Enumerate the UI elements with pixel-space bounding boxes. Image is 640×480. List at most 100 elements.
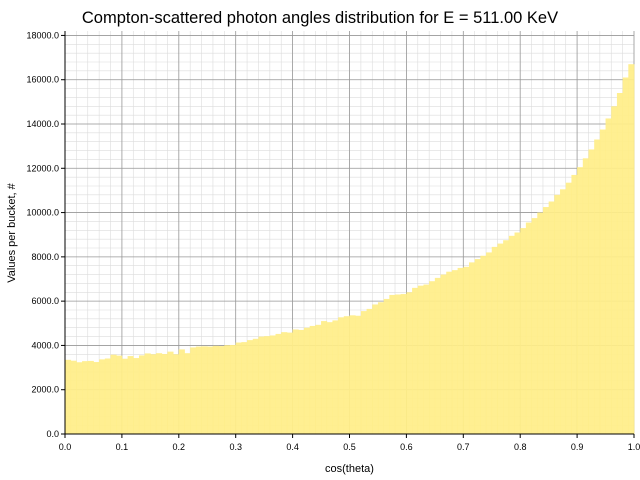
histogram-bar — [537, 212, 544, 434]
histogram-bar — [514, 232, 521, 434]
histogram-bar — [377, 302, 385, 434]
histogram-bar — [281, 332, 288, 434]
histogram-bar — [99, 359, 106, 434]
histogram-bar — [76, 362, 83, 434]
x-tick-label: 0.9 — [571, 442, 584, 452]
histogram-bar — [235, 342, 242, 434]
histogram-bar — [258, 336, 265, 434]
histogram-bar — [70, 360, 77, 434]
histogram-bar — [321, 321, 328, 434]
histogram-bar — [554, 194, 561, 434]
histogram-bar — [577, 167, 584, 434]
x-tick-label: 0.4 — [286, 442, 299, 452]
histogram-bar — [406, 292, 413, 434]
y-tick-label: 6000.0 — [31, 296, 59, 306]
histogram-bar — [434, 277, 441, 434]
histogram-bar — [144, 353, 151, 434]
x-tick-label: 0.2 — [173, 442, 186, 452]
x-tick-label: 0.0 — [59, 442, 72, 452]
histogram-bar — [451, 270, 459, 434]
histogram-bar — [468, 262, 476, 434]
histogram-bar — [252, 338, 259, 434]
histogram-bar — [167, 351, 174, 434]
histogram-bar — [503, 240, 510, 434]
histogram-bar — [207, 346, 214, 434]
histogram-bar — [520, 228, 527, 434]
histogram-bar — [303, 327, 311, 434]
histogram-bar — [218, 346, 225, 434]
y-tick-label: 14000.0 — [26, 119, 59, 129]
y-tick-label: 0.0 — [46, 429, 59, 439]
x-axis-label: cos(theta) — [325, 463, 374, 475]
histogram-bar — [429, 281, 436, 434]
histogram-bar — [588, 149, 595, 434]
histogram-bar — [230, 344, 237, 434]
histogram-bar — [525, 222, 532, 434]
histogram-bar — [605, 118, 612, 434]
histogram-bar — [275, 333, 282, 434]
histogram-bar — [298, 329, 305, 434]
y-tick-label: 18000.0 — [26, 30, 59, 40]
histogram-bar — [241, 342, 248, 434]
histogram-bar — [599, 129, 606, 435]
x-tick-label: 0.5 — [343, 442, 356, 452]
histogram-bar — [400, 294, 407, 434]
histogram-bar — [457, 267, 464, 434]
histogram-bar — [389, 294, 396, 434]
histogram-bar — [224, 345, 231, 434]
x-tick-label: 0.8 — [514, 442, 527, 452]
histogram-bar — [486, 252, 493, 434]
y-tick-label: 4000.0 — [31, 340, 59, 350]
histogram-bar — [366, 308, 373, 434]
histogram-bar — [292, 329, 299, 434]
histogram-bar — [104, 358, 111, 434]
histogram-bar — [491, 246, 498, 434]
histogram-bar — [480, 255, 487, 434]
x-ticks: 0.0 0.1 0.2 0.3 0.4 0.5 0.6 0.7 0.8 0.9 1.0 — [59, 434, 640, 452]
histogram-bar — [133, 358, 140, 434]
histogram-bar — [65, 359, 72, 434]
histogram-bar — [531, 218, 538, 434]
histogram-bar — [628, 64, 635, 434]
x-tick-label: 1.0 — [628, 442, 640, 452]
histogram-bar — [440, 274, 447, 434]
x-tick-label: 0.6 — [400, 442, 413, 452]
histogram-bar — [497, 243, 504, 434]
y-tick-label: 16000.0 — [26, 75, 59, 85]
histogram-bar — [315, 324, 322, 434]
histogram-bar — [622, 77, 629, 434]
bars — [65, 64, 635, 435]
y-tick-label: 10000.0 — [26, 208, 59, 218]
histogram-bar — [343, 316, 350, 434]
x-tick-label: 0.3 — [229, 442, 242, 452]
histogram-bar — [417, 285, 424, 434]
chart-title: Compton-scattered photon angles distribu… — [81, 9, 559, 27]
histogram-bar — [326, 322, 333, 434]
histogram-bar — [582, 158, 589, 435]
histogram-bar — [150, 354, 157, 434]
histogram-bar — [355, 315, 362, 434]
histogram-bar — [173, 354, 180, 434]
histogram-bar — [269, 335, 276, 434]
histogram-bar — [178, 349, 185, 434]
histogram-bar — [508, 235, 515, 434]
histogram-bar — [446, 271, 453, 434]
histogram-bar — [565, 182, 572, 434]
histogram-bar — [463, 266, 470, 434]
histogram-bar — [195, 346, 202, 434]
histogram-bar — [560, 189, 567, 434]
histogram-bar — [184, 353, 191, 434]
histogram-bar — [542, 207, 550, 434]
histogram-bar — [93, 362, 100, 434]
y-tick-label: 12000.0 — [26, 163, 59, 173]
histogram-bar — [360, 311, 367, 434]
histogram-bar — [127, 356, 134, 434]
histogram-bar — [190, 347, 197, 434]
histogram-bar — [212, 345, 220, 434]
histogram-bar — [616, 93, 624, 434]
histogram-bar — [156, 353, 163, 434]
x-tick-label: 0.7 — [457, 442, 470, 452]
histogram-bar — [110, 354, 117, 434]
y-tick-label: 2000.0 — [31, 385, 59, 395]
